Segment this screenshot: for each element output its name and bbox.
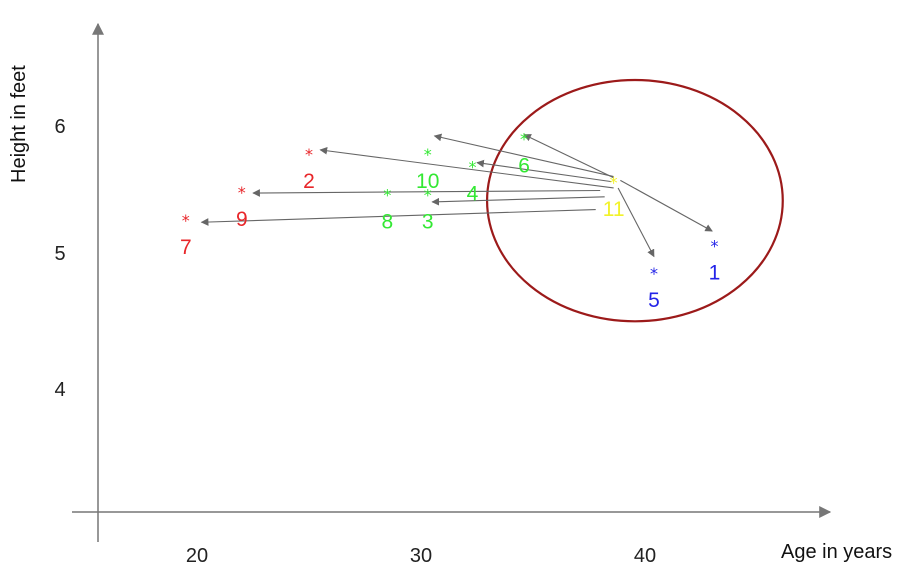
y-tick-label: 4 — [54, 379, 65, 401]
y-axis-title: Height in feet — [8, 65, 30, 183]
x-tick-label: 20 — [186, 545, 208, 567]
point-label: 8 — [382, 211, 394, 234]
point-marker: * — [469, 158, 477, 177]
point-marker: * — [305, 145, 313, 164]
arrow — [433, 133, 614, 178]
arrow — [476, 159, 612, 183]
point-marker: * — [424, 186, 432, 205]
point-marker: * — [238, 183, 246, 202]
x-tick-label: 30 — [410, 545, 432, 567]
arrow — [200, 209, 596, 226]
point-label: 11 — [603, 198, 625, 221]
point-marker: * — [182, 211, 190, 230]
point-label: 2 — [303, 170, 315, 193]
point-label: 5 — [648, 289, 660, 312]
point-marker: * — [610, 173, 618, 192]
point-label: 6 — [518, 155, 530, 178]
point-label: 1 — [709, 261, 721, 284]
point-marker: * — [650, 264, 658, 283]
y-tick-label: 5 — [54, 243, 65, 265]
point-marker: * — [424, 145, 432, 164]
point-label: 3 — [422, 211, 434, 234]
arrow — [523, 134, 614, 179]
arrow — [620, 179, 713, 232]
arrow — [319, 146, 614, 189]
point-label: 4 — [467, 183, 479, 206]
arrow — [617, 187, 655, 258]
cluster-circle — [485, 78, 784, 323]
x-tick-label: 40 — [634, 545, 656, 567]
point-label: 9 — [236, 208, 248, 231]
point-marker: * — [520, 130, 528, 149]
point-label: 7 — [180, 236, 192, 259]
point-marker: * — [383, 186, 391, 205]
point-label: 10 — [416, 170, 439, 193]
x-axis-title: Age in years — [781, 541, 892, 563]
arrow — [252, 189, 601, 197]
y-tick-label: 6 — [54, 116, 65, 138]
arrow — [431, 196, 605, 206]
point-marker: * — [710, 236, 718, 255]
